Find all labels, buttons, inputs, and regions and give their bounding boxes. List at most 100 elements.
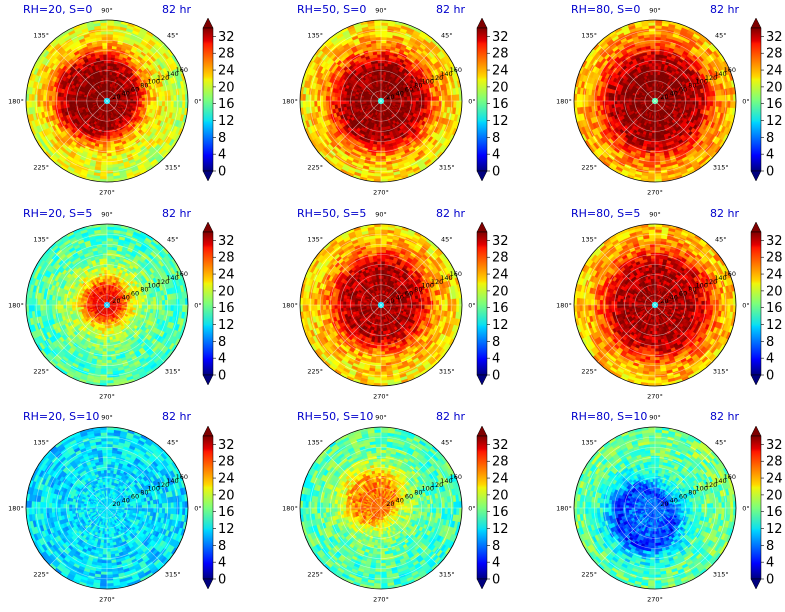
polar-panel: 0°45°90°135°180°225°270°315°20 40 60 80 1001… — [8, 207, 234, 401]
angle-tick-label: 0° — [742, 505, 749, 513]
angular-gridline — [323, 507, 382, 566]
polar-frame — [25, 426, 189, 590]
colorbar-extend-max — [750, 221, 762, 233]
radial-tick-label: 80 — [140, 286, 148, 294]
polar-frame — [299, 19, 463, 183]
panel-title: RH=50, S=10 — [297, 410, 373, 423]
angular-gridline — [323, 450, 382, 509]
panel-time-label: 82 hr — [436, 410, 465, 423]
radial-tick-label: 160 — [724, 66, 736, 74]
panel-time-label: 82 hr — [710, 410, 739, 423]
colorbar-tick-label: 16 — [218, 505, 235, 520]
polar-panel: 0°45°90°135°180°225°270°315°20 40 60 80 1001… — [556, 207, 782, 401]
radial-tick-label: 160 — [724, 473, 736, 481]
angle-tick-label: 135° — [307, 439, 323, 447]
colorbar-tick-label: 8 — [766, 539, 774, 554]
colorbar-tick-label: 0 — [492, 165, 500, 180]
colorbar-extend-min — [750, 170, 762, 182]
radial-tick-label: 120 — [431, 74, 443, 82]
radial-tick-label: 60 — [131, 289, 139, 297]
colorbar-tick-label: 4 — [218, 148, 226, 163]
angle-tick-label: 315° — [713, 367, 729, 375]
angle-tick-label: 315° — [165, 367, 181, 375]
angle-tick-label: 135° — [33, 32, 49, 40]
angle-tick-label: 180° — [8, 98, 24, 106]
angle-tick-label: 225° — [581, 570, 597, 578]
angle-tick-label: 225° — [307, 570, 323, 578]
radial-tick-label: 120 — [431, 278, 443, 286]
radial-tick-label: 100 — [696, 78, 708, 86]
colorbar-tick-label: 4 — [492, 148, 500, 163]
angle-tick-label: 270° — [647, 393, 663, 401]
polar-frame — [299, 426, 463, 590]
radial-tick-label: 60 — [405, 289, 413, 297]
colorbar-tick-label: 16 — [492, 301, 509, 316]
angle-tick-label: 180° — [556, 505, 572, 513]
angle-tick-label: 180° — [282, 302, 298, 310]
angular-gridline — [380, 304, 439, 363]
colorbar-extend-max — [202, 221, 214, 233]
colorbar-tick-label: 0 — [766, 165, 774, 180]
angular-gridline — [654, 450, 713, 509]
colorbar-extend-max — [476, 221, 488, 233]
angle-tick-label: 0° — [742, 302, 749, 310]
angular-gridline — [654, 304, 713, 363]
colorbar-tick-label: 28 — [492, 455, 509, 470]
colorbar-tick-label: 32 — [492, 438, 509, 453]
colorbar-gradient — [476, 231, 488, 376]
colorbar-tick-label: 16 — [492, 97, 509, 112]
radial-tick-label: 20 — [386, 297, 394, 305]
radial-tick-label: 160 — [176, 473, 188, 481]
angular-gridline — [597, 304, 656, 363]
angle-tick-label: 270° — [373, 189, 389, 197]
colorbar-tick-label: 24 — [492, 472, 509, 487]
colorbar-tick-label: 0 — [766, 573, 774, 588]
colorbar-tick-label: 0 — [492, 369, 500, 384]
angle-tick-label: 0° — [742, 98, 749, 106]
radial-tick-label: 20 — [386, 93, 394, 101]
colorbar-tick-label: 24 — [766, 64, 783, 79]
colorbar-tick-label: 16 — [766, 97, 783, 112]
radial-tick-label: 80 — [688, 82, 696, 90]
colorbar-tick-label: 28 — [218, 251, 235, 266]
angle-tick-label: 90° — [375, 211, 387, 219]
colorbar-tick-label: 32 — [218, 30, 235, 45]
angular-gridline — [323, 43, 382, 102]
radial-tick-label: 100 — [422, 282, 434, 290]
colorbar-tick-label: 16 — [766, 301, 783, 316]
radial-tick-label: 160 — [176, 270, 188, 278]
angle-tick-label: 0° — [468, 505, 475, 513]
colorbar-extend-max — [476, 17, 488, 29]
colorbar-tick-label: 4 — [492, 352, 500, 367]
radial-tick-label: 160 — [724, 270, 736, 278]
angular-gridline — [106, 450, 165, 509]
panel-time-label: 82 hr — [162, 207, 191, 220]
angle-tick-label: 315° — [439, 570, 455, 578]
radial-tick-label: 60 — [679, 289, 687, 297]
colorbar-gradient — [476, 435, 488, 580]
angular-gridline — [49, 100, 108, 159]
colorbar-gradient — [750, 27, 762, 172]
polar-panel: 0°45°90°135°180°225°270°315°20 40 60 80 1001… — [556, 3, 782, 197]
colorbar-tick-label: 28 — [492, 251, 509, 266]
radial-tick-label: 40 — [670, 89, 678, 97]
panel-time-label: 82 hr — [162, 410, 191, 423]
colorbar-extend-max — [476, 425, 488, 437]
radial-tick-label: 140 — [440, 477, 452, 485]
radial-tick-label: 120 — [157, 481, 169, 489]
colorbar-tick-label: 0 — [218, 165, 226, 180]
angle-tick-label: 90° — [101, 414, 113, 422]
colorbar-tick-label: 20 — [218, 488, 235, 503]
colorbar-tick-label: 16 — [766, 505, 783, 520]
angle-tick-label: 315° — [165, 163, 181, 171]
colorbar-tick-label: 8 — [492, 131, 500, 146]
polar-panel: 0°45°90°135°180°225°270°315°20 40 60 80 1001… — [282, 3, 508, 197]
panel-title: RH=20, S=10 — [23, 410, 99, 423]
angular-gridline — [654, 507, 713, 566]
panel-time-label: 82 hr — [436, 207, 465, 220]
radial-tick-label: 40 — [122, 89, 130, 97]
angle-tick-label: 135° — [307, 32, 323, 40]
colorbar-tick-label: 16 — [218, 97, 235, 112]
